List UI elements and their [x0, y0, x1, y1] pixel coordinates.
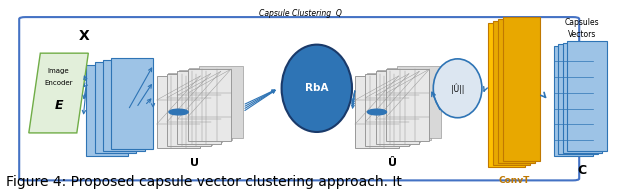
Bar [86, 65, 128, 156]
Text: Encoder: Encoder [44, 80, 73, 87]
Bar [188, 69, 231, 141]
Text: Vectors: Vectors [568, 30, 596, 39]
Bar [488, 23, 525, 167]
Bar [355, 76, 399, 148]
Ellipse shape [433, 59, 482, 118]
Bar [168, 73, 212, 145]
Text: |Û||: |Û|| [451, 83, 464, 94]
Bar [558, 44, 598, 154]
Text: Û: Û [388, 158, 397, 168]
Text: U: U [190, 158, 199, 168]
Bar [103, 60, 145, 151]
Circle shape [367, 109, 387, 115]
Bar [386, 69, 429, 141]
Bar [111, 58, 153, 149]
Bar [554, 46, 593, 156]
Bar [563, 43, 602, 153]
Bar [567, 41, 607, 151]
Bar [498, 19, 535, 163]
Text: X: X [79, 29, 90, 43]
Bar [167, 74, 211, 146]
Bar [95, 62, 136, 153]
Bar [199, 66, 243, 138]
Text: Capsules: Capsules [565, 18, 600, 27]
Bar [493, 21, 530, 165]
Text: RbA: RbA [305, 83, 328, 93]
Bar [387, 68, 431, 140]
Text: Image: Image [48, 68, 69, 74]
Bar [503, 17, 540, 161]
Text: C: C [578, 164, 587, 177]
Bar [179, 70, 222, 142]
Text: Capsule Clustering  Q: Capsule Clustering Q [259, 9, 342, 18]
Bar [189, 68, 232, 140]
Bar [377, 70, 420, 142]
Bar [157, 76, 200, 148]
Bar [367, 73, 410, 145]
Bar [365, 74, 409, 146]
Polygon shape [29, 53, 88, 133]
Text: ConvT: ConvT [498, 176, 530, 185]
Ellipse shape [282, 45, 352, 132]
Bar [177, 71, 221, 144]
Text: Figure 4: Proposed capsule vector clustering approach. It: Figure 4: Proposed capsule vector cluste… [6, 175, 403, 189]
Bar [397, 66, 441, 138]
Circle shape [169, 109, 188, 115]
Text: E: E [54, 99, 63, 112]
Bar [376, 71, 419, 144]
